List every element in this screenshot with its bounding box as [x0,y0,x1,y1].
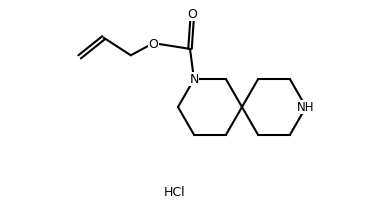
Text: O: O [149,38,159,51]
Text: N: N [189,73,199,86]
Text: HCl: HCl [164,186,186,199]
Text: NH: NH [297,101,315,113]
Text: O: O [187,7,197,21]
